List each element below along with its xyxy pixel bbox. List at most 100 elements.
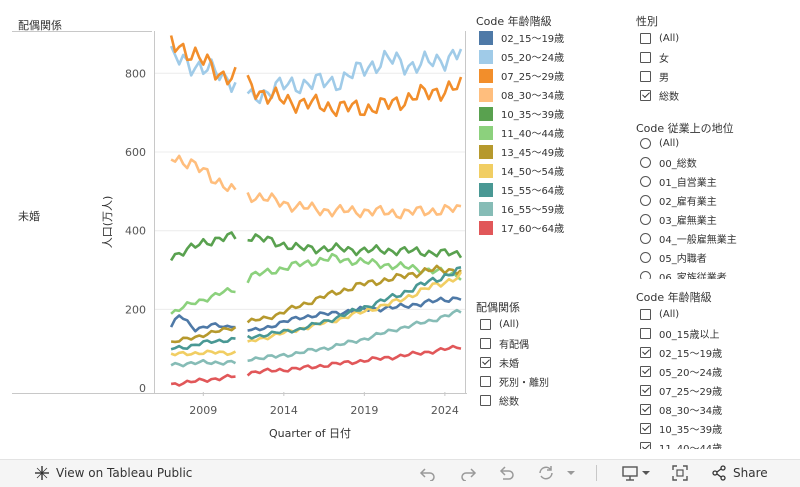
legend-item[interactable]: 17_60～64歳 [479,218,564,237]
radio-button[interactable] [640,176,651,187]
legend-item[interactable]: 05_20～24歳 [479,47,564,66]
checkbox-unchecked-icon[interactable] [480,319,491,330]
radio-button[interactable] [640,138,651,149]
checkbox-unchecked-icon[interactable] [640,71,651,82]
filter-status-scroll[interactable]: (All) 00_総数 01_自営業主 02_雇有業主 03_雇無業主 04_一般雇無業主… [636,134,796,279]
legend-swatch [479,144,493,159]
legend-item[interactable]: 02_15～19歳 [479,28,564,47]
legend-item[interactable]: 14_50～54歳 [479,161,564,180]
checkbox-checked-icon[interactable] [640,347,651,358]
checkbox-checked-icon[interactable] [640,385,651,396]
filter-age-option[interactable]: 05_20～24歳 [640,362,722,381]
legend-swatch [479,49,493,64]
line-chart[interactable]: 0 200 400 600 800 2009 2014 2019 2024 Quarter of … [0,0,470,445]
filter-age-option[interactable]: 00_15歳以上 [640,324,719,343]
checkbox-unchecked-icon[interactable] [480,338,491,349]
filter-marital-option[interactable]: 死別・離別 [480,372,549,391]
row-label: 未婚 [18,210,40,223]
filter-sex-option[interactable]: (All) [640,29,679,48]
checkbox-unchecked-icon[interactable] [480,376,491,387]
option-label: 07_25～29歳 [659,387,723,398]
radio-button[interactable] [640,271,651,279]
legend-item[interactable]: 07_25～29歳 [479,66,564,85]
undo-icon[interactable] [418,464,438,482]
legend-item[interactable]: 08_30～34歳 [479,85,564,104]
option-label: 05_内職者 [659,254,707,265]
plot-frame [154,31,466,393]
checkbox-checked-icon[interactable] [640,423,651,434]
checkbox-unchecked-icon[interactable] [640,52,651,63]
radio-button[interactable] [640,157,651,168]
checkbox-checked-icon[interactable] [640,90,651,101]
series-line [247,308,462,363]
option-label: 04_一般雇無業主 [659,235,737,246]
pause-dropdown-icon[interactable] [564,464,578,482]
filter-marital-option[interactable]: (All) [480,315,519,334]
checkbox-checked-icon[interactable] [640,442,651,449]
series-line [246,74,463,118]
checkbox-unchecked-icon[interactable] [640,309,651,320]
filter-sex-title: 性別 [636,15,658,28]
filter-status-option[interactable]: 00_総数 [640,153,697,172]
filter-sex-option[interactable]: 男 [640,67,669,86]
x-tick-label: 2014 [270,404,298,417]
legend-swatch [479,125,493,140]
radio-button[interactable] [640,233,651,244]
radio-button[interactable] [640,214,651,225]
filter-status-option[interactable]: 01_自営業主 [640,172,717,191]
y-tick-label: 0 [139,382,146,395]
series-line [246,264,462,324]
legend-item[interactable]: 13_45～49歳 [479,142,564,161]
checkbox-unchecked-icon[interactable] [480,395,491,406]
filter-age-option[interactable]: 10_35～39歳 [640,419,722,438]
view-on-tableau-button[interactable]: View on Tableau Public [34,465,192,481]
filter-age-option[interactable]: 11_40～44歳 [640,438,722,449]
filter-status-option[interactable]: 05_内職者 [640,248,707,267]
filter-status-option[interactable]: 06_家族従業者 [640,267,727,279]
filter-sex-option[interactable]: 総数 [640,86,679,105]
filter-marital-title: 配偶関係 [476,301,520,314]
y-tick-label: 400 [125,225,146,238]
series-line [170,336,236,351]
filter-age-scroll[interactable]: (All) 00_15歳以上 02_15～19歳 05_20～24歳 07_25～29歳… [636,303,796,449]
series-line [170,154,237,193]
filter-age-option[interactable]: 07_25～29歳 [640,381,722,400]
filter-age-option[interactable]: 08_30～34歳 [640,400,722,419]
legend-swatch [479,30,493,45]
option-label: (All) [499,319,520,330]
series-line [170,358,237,368]
refresh-icon[interactable] [536,464,556,482]
filter-age-option[interactable]: (All) [640,305,679,324]
radio-button[interactable] [640,195,651,206]
legend-item[interactable]: 11_40～44歳 [479,123,564,142]
checkbox-checked-icon[interactable] [640,404,651,415]
row-header-divider [12,31,152,32]
option-label: 総数 [499,397,519,408]
revert-icon[interactable] [498,464,518,482]
checkbox-checked-icon[interactable] [640,366,651,377]
share-button[interactable]: Share [711,465,768,481]
filter-sex-option[interactable]: 女 [640,48,669,67]
radio-button[interactable] [640,252,651,263]
option-label: 06_家族従業者 [659,273,727,279]
legend-item[interactable]: 16_55～59歳 [479,199,564,218]
option-label: 00_15歳以上 [659,330,720,341]
filter-marital-option[interactable]: 未婚 [480,353,519,372]
filter-status-option[interactable]: 02_雇有業主 [640,191,717,210]
legend-swatch [479,68,493,83]
filter-status-option[interactable]: 04_一般雇無業主 [640,229,737,248]
filter-marital-option[interactable]: 有配偶 [480,334,529,353]
redo-icon[interactable] [458,464,478,482]
filter-status-option[interactable]: (All) [640,134,679,153]
fullscreen-icon[interactable] [670,464,690,482]
legend-item[interactable]: 15_55～64歳 [479,180,564,199]
filter-status-option[interactable]: 03_雇無業主 [640,210,717,229]
filter-age-option[interactable]: 02_15～19歳 [640,343,722,362]
checkbox-unchecked-icon[interactable] [640,33,651,44]
checkbox-unchecked-icon[interactable] [640,328,651,339]
checkbox-checked-icon[interactable] [480,357,491,368]
download-icon[interactable] [620,464,652,482]
legend-swatch [479,87,493,102]
filter-marital-option[interactable]: 総数 [480,391,519,410]
legend-item[interactable]: 10_35～39歳 [479,104,564,123]
